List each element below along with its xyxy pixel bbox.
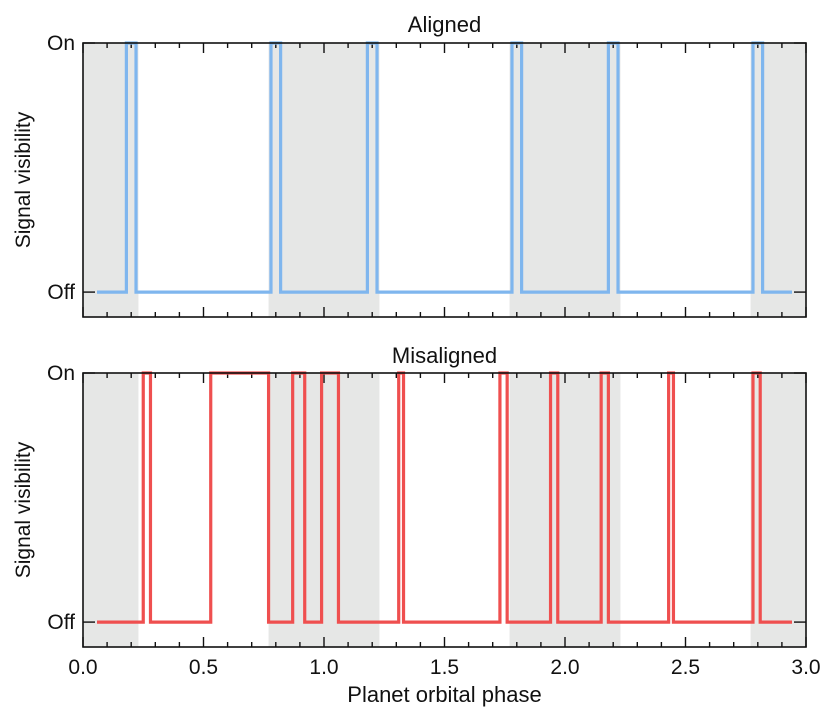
aligned-shaded-region-1 [268,43,380,317]
aligned-title: Aligned [408,12,481,37]
misaligned-x-tick-label: 2.5 [671,656,700,679]
aligned-y-axis-label: Signal visibility [12,111,35,248]
x-axis-label: Planet orbital phase [347,682,541,707]
aligned-shaded-regions [83,43,806,317]
aligned-shaded-region-3 [750,43,806,317]
misaligned-x-tick-label: 1.5 [430,656,459,679]
misaligned-x-tick-label: 0.0 [68,656,97,679]
misaligned-ticks: 0.0 0.5 1.0 1.5 2.0 2.5 3.0 Off On [47,362,821,679]
aligned-ticks: Off On [47,32,807,317]
misaligned-shaded-region-2 [509,373,621,647]
misaligned-panel: 0.0 0.5 1.0 1.5 2.0 2.5 3.0 Off On Misaligned Si… [12,343,821,679]
misaligned-x-tick-label: 3.0 [791,656,820,679]
aligned-y-tick-label-off: Off [47,281,75,304]
aligned-signal-line [97,41,792,294]
aligned-axes-frame [82,42,807,318]
misaligned-shaded-region-0 [83,373,139,647]
aligned-shaded-region-0 [83,43,139,317]
aligned-y-tick-label-on: On [47,32,75,55]
misaligned-y-axis-label: Signal visibility [12,441,35,578]
misaligned-shaded-region-1 [268,373,380,647]
misaligned-axes-frame [82,372,807,648]
misaligned-y-tick-label-on: On [47,362,75,385]
misaligned-x-tick-label: 2.0 [550,656,579,679]
misaligned-x-tick-label: 1.0 [309,656,338,679]
misaligned-title: Misaligned [392,343,497,368]
aligned-shaded-region-2 [509,43,621,317]
aligned-panel: Off On Aligned Signal visibility [12,12,807,318]
misaligned-x-tick-label: 0.5 [189,656,218,679]
misaligned-y-tick-label-off: Off [47,611,75,634]
